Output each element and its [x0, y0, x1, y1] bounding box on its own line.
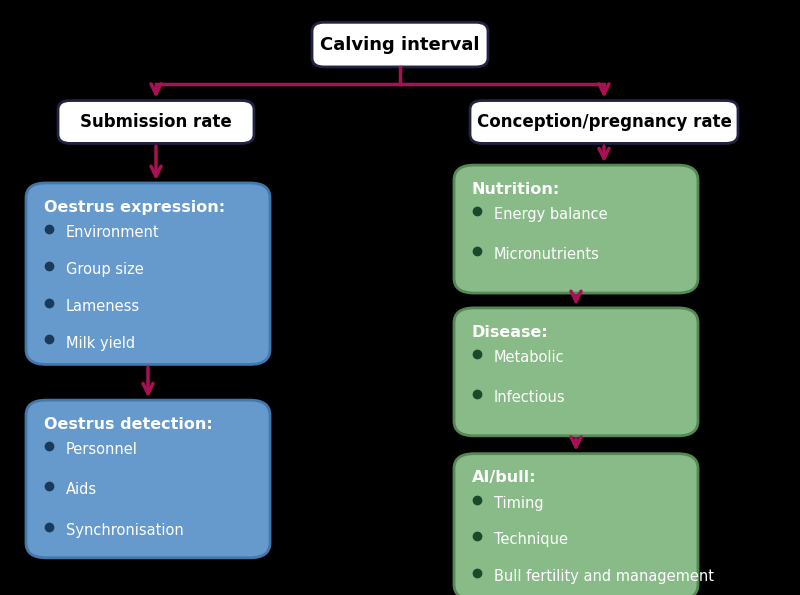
Text: Timing: Timing [494, 496, 544, 511]
FancyBboxPatch shape [470, 101, 738, 143]
Text: Environment: Environment [66, 225, 160, 240]
Text: Personnel: Personnel [66, 442, 138, 457]
Text: Energy balance: Energy balance [494, 207, 608, 222]
Text: Submission rate: Submission rate [80, 113, 232, 131]
Text: Calving interval: Calving interval [320, 36, 480, 54]
FancyBboxPatch shape [26, 400, 270, 558]
Text: Technique: Technique [494, 533, 568, 547]
Text: Synchronisation: Synchronisation [66, 523, 184, 538]
Text: Group size: Group size [66, 262, 144, 277]
Text: Conception/pregnancy rate: Conception/pregnancy rate [477, 113, 731, 131]
Text: Milk yield: Milk yield [66, 336, 135, 350]
FancyBboxPatch shape [454, 308, 698, 436]
Text: AI/bull:: AI/bull: [472, 470, 536, 486]
Text: Oestrus detection:: Oestrus detection: [43, 416, 212, 432]
Text: Aids: Aids [66, 483, 97, 497]
Text: Lameness: Lameness [66, 299, 140, 314]
FancyBboxPatch shape [26, 183, 270, 364]
Text: Oestrus expression:: Oestrus expression: [43, 199, 225, 215]
FancyBboxPatch shape [454, 453, 698, 595]
Text: Metabolic: Metabolic [494, 350, 565, 365]
Text: Infectious: Infectious [494, 390, 566, 405]
FancyBboxPatch shape [58, 101, 254, 143]
FancyBboxPatch shape [454, 165, 698, 293]
FancyBboxPatch shape [312, 22, 488, 67]
Text: Micronutrients: Micronutrients [494, 248, 600, 262]
Text: Nutrition:: Nutrition: [472, 181, 560, 197]
Text: Disease:: Disease: [472, 325, 548, 340]
Text: Bull fertility and management: Bull fertility and management [494, 569, 714, 584]
